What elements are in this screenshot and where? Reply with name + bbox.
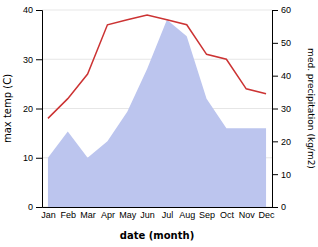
y2-tick-mark [272,10,278,11]
x-axis-title: date (month) [120,230,194,241]
y-tick: 10 [23,153,42,163]
y2-tick: 20 [272,137,291,147]
y-tick-mark [36,10,42,11]
x-tick-label: Jul [162,210,174,220]
y-tick-mark [36,158,42,159]
y-tick: 40 [23,5,42,15]
x-tick-label: Jun [140,210,155,220]
x-axis: Jan FebMar Apr MayJun Jul Aug Sep Oct NovDec [41,207,275,220]
y2-tick: 40 [272,71,291,81]
y-tick: 20 [23,104,42,114]
x-tick-label: Feb [61,210,77,220]
x-tick: Oct [220,207,235,220]
y-tick-mark [36,59,42,60]
x-tick-label: Mar [80,210,96,220]
y2-tick: 10 [272,170,291,180]
y2-tick-label: 10 [281,170,291,180]
y-tick-label: 40 [23,5,33,15]
y2-tick-label: 30 [281,104,291,114]
x-tick-label: Aug [179,210,195,220]
chart: Jan FebMar Apr MayJun Jul Aug Sep Oct NovDec 0 10 2… [0,0,318,247]
y-tick-label: 10 [23,153,33,163]
x-tick: Feb [61,207,77,220]
grid-line [42,10,272,11]
y2-tick: 30 [272,104,291,114]
y2-tick-mark [272,207,278,208]
x-tick: Apr [101,207,115,220]
y2-tick-mark [272,109,278,110]
y2-tick-label: 40 [281,71,291,81]
y2-tick-label: 50 [281,38,291,48]
x-tick-label: Dec [259,210,276,220]
y2-tick-mark [272,76,278,77]
y2-tick-mark [272,141,278,142]
y2-tick-label: 0 [281,202,286,212]
x-tick-label: May [119,210,137,220]
y2-tick: 60 [272,5,291,15]
y2-tick: 0 [272,202,286,212]
y2-tick-mark [272,174,278,175]
x-tick-label: Apr [101,210,115,220]
y-tick-mark [36,109,42,110]
x-tick: Jul [162,207,174,220]
marks [48,15,266,207]
y-tick-label: 20 [23,104,33,114]
y2-tick: 50 [272,38,291,48]
y-tick: 0 [28,202,42,212]
y-tick: 30 [23,55,42,65]
x-tick: Aug [179,207,195,220]
x-tick: Mar [80,207,96,220]
x-tick: Nov [239,207,256,220]
y-axis: 0 10 20 30 40 [23,5,43,212]
grid [42,10,272,207]
x-tick-label: Jan [41,210,56,220]
x-tick: Dec [259,207,276,220]
y-tick-label: 30 [23,55,33,65]
y2-axis: 0 10 20 30 40 50 60 [272,5,291,212]
x-tick-label: Nov [239,210,256,220]
x-tick: May [119,207,137,220]
plot: Jan FebMar Apr MayJun Jul Aug Sep Oct NovDec 0 10 2… [23,5,291,220]
y2-axis-line [273,11,279,208]
x-tick-label: Sep [199,210,215,220]
y-tick-label: 0 [28,202,33,212]
y-axis-title: max temp (C) [2,74,13,143]
y-tick-mark [36,207,42,208]
x-tick-label: Oct [220,210,235,220]
y2-axis-title: med. precipitation (kg/m2) [306,48,316,169]
y2-tick-label: 20 [281,137,291,147]
x-axis-line [43,207,273,208]
x-tick: Sep [199,207,215,220]
y2-tick-mark [272,43,278,44]
precipitation-area [48,20,266,207]
y-axis-line [36,11,43,208]
temperature-line [48,15,266,118]
x-tick: Jun [140,207,155,220]
x-tick: Jan [41,207,56,220]
y2-tick-label: 60 [281,5,291,15]
